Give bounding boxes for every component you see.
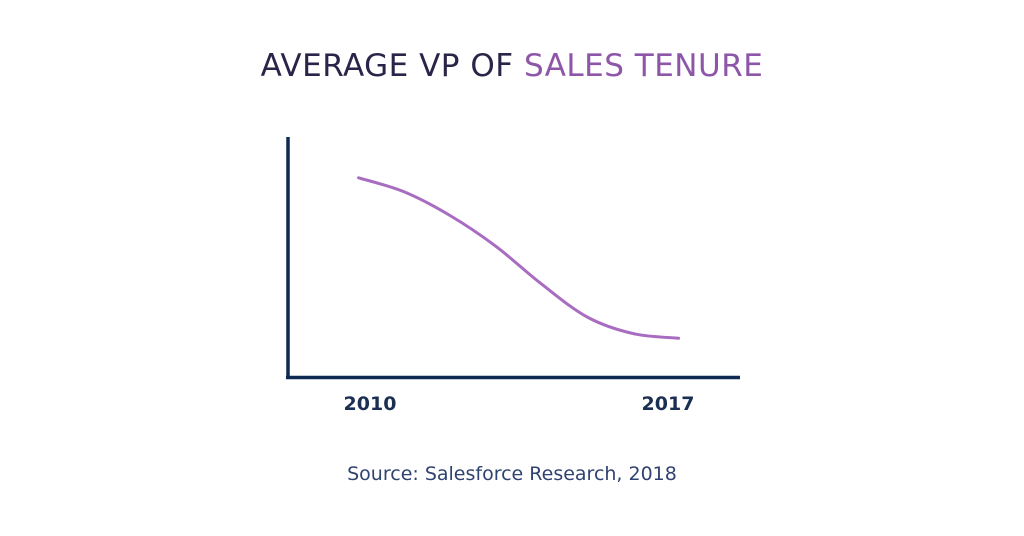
data-point-2017 [677, 336, 681, 340]
x-tick-label-2017: 2017 [642, 393, 695, 415]
data-point-2016 [631, 332, 635, 336]
chart-title-accent: SALES TENURE [523, 48, 764, 84]
data-point-2011 [402, 190, 406, 194]
series-line-vp-sales-tenure [357, 176, 681, 340]
data-point-2010 [357, 176, 361, 180]
source-note: Source: Salesforce Research, 2018 [347, 463, 677, 485]
data-point-2015 [585, 315, 589, 319]
data-point-2012 [448, 214, 452, 218]
data-point-2014 [539, 282, 543, 286]
data-point-2013 [494, 244, 498, 248]
chart-title: AVERAGE VP OF SALES TENURE [0, 48, 1024, 84]
x-tick-label-2010: 2010 [344, 393, 397, 415]
chart-title-dark: AVERAGE VP OF [260, 48, 524, 84]
data-points [357, 176, 681, 340]
